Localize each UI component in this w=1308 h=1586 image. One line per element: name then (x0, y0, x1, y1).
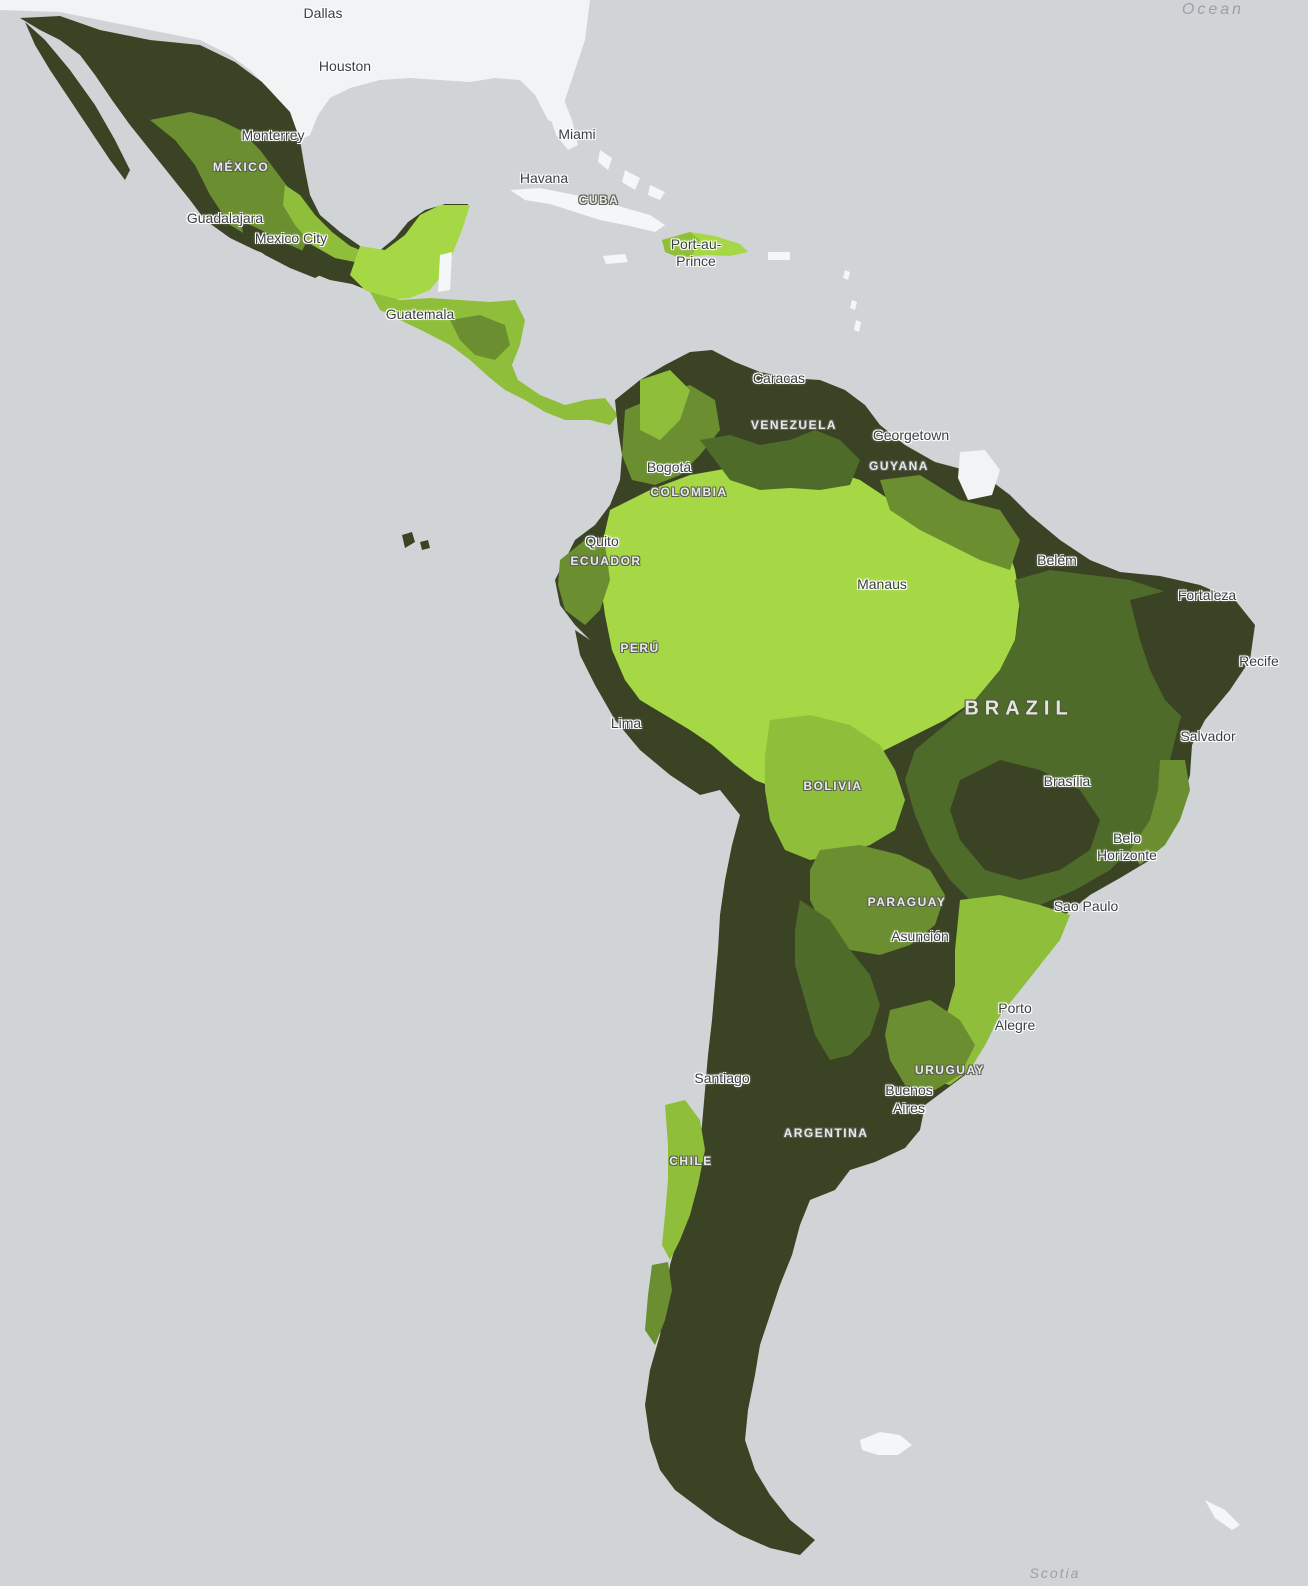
north-brazil-mid (880, 475, 1020, 570)
chile-central (662, 1100, 705, 1260)
peru-coast-dark (575, 630, 720, 795)
usa-landmass (0, 0, 590, 140)
galapagos (402, 532, 430, 550)
mexico-south-dark (240, 220, 330, 278)
colombia-bright (640, 370, 690, 440)
florida (540, 85, 578, 150)
brazil-center-dark (950, 760, 1100, 880)
antilles (843, 270, 861, 332)
belize-white (438, 252, 452, 292)
south-georgia (1205, 1500, 1240, 1530)
puerto-rico (768, 252, 790, 260)
baja-california (25, 22, 130, 180)
amazon-basin (600, 468, 1020, 790)
central-america-mid (450, 315, 510, 360)
hispaniola-west (662, 232, 700, 258)
falkland-islands (860, 1432, 912, 1455)
chaco-dark (795, 900, 880, 1060)
brazil-coast-green (1130, 760, 1190, 865)
cuba-island (510, 188, 665, 232)
guyana-white (958, 450, 1000, 500)
brazil-northeast-dark (1130, 590, 1245, 720)
bolivia (765, 715, 905, 860)
mexico-highlands (150, 112, 310, 255)
jamaica (603, 254, 628, 264)
yucatan (350, 205, 470, 300)
venezuela-mid (700, 430, 860, 490)
bahamas (598, 150, 665, 200)
chile-south (645, 1262, 672, 1345)
uruguay (885, 1000, 975, 1090)
mexico-gulf-green (283, 185, 365, 262)
ecuador-coast (558, 540, 610, 625)
paraguay (810, 845, 945, 955)
